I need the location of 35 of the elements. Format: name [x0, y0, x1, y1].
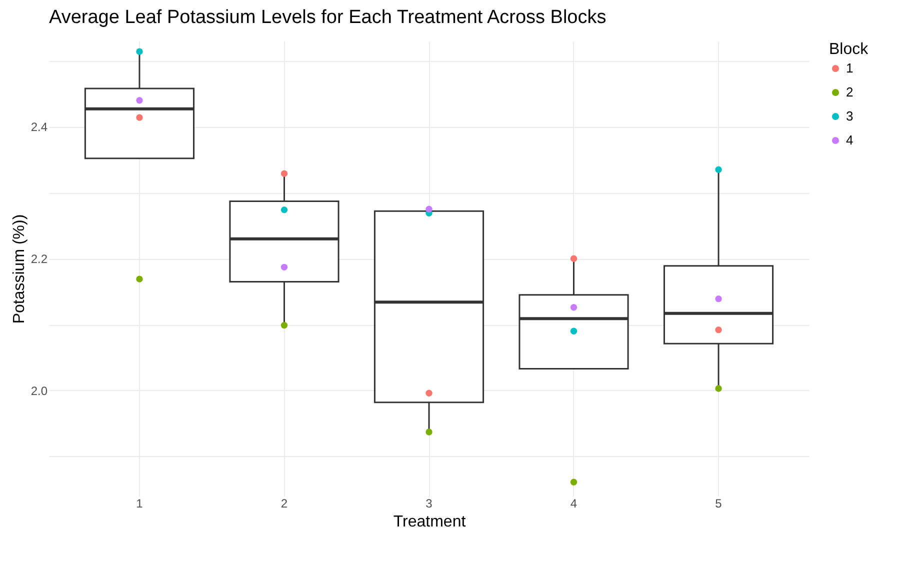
point — [136, 48, 143, 55]
legend-label: 3 — [846, 108, 854, 124]
legend-label: 2 — [846, 84, 854, 100]
point — [715, 326, 722, 334]
point — [570, 255, 578, 262]
point — [136, 114, 143, 121]
legend-label: 1 — [846, 60, 854, 76]
point — [715, 385, 722, 392]
y-tick-label: 2.4 — [30, 120, 48, 134]
point — [136, 97, 143, 104]
point — [426, 206, 432, 212]
legend-label: 4 — [846, 132, 854, 148]
x-tick-label: 3 — [426, 496, 433, 510]
point — [715, 166, 722, 173]
point — [570, 328, 578, 334]
x-tick-label: 5 — [715, 496, 722, 510]
y-tick-label: 2.0 — [30, 384, 48, 398]
y-axis-title: Potassium (%)) — [10, 214, 28, 324]
legend-title: Block — [829, 41, 870, 58]
y-tick-label: 2.2 — [30, 252, 48, 266]
point — [715, 295, 722, 302]
point — [570, 304, 578, 311]
x-axis-title: Treatment — [393, 514, 466, 530]
point — [280, 264, 288, 271]
point — [426, 390, 432, 396]
point — [280, 206, 288, 214]
point — [280, 322, 288, 329]
point — [280, 170, 288, 177]
point — [136, 276, 143, 282]
x-tick-label: 1 — [136, 496, 144, 510]
x-tick-label: 2 — [280, 496, 288, 510]
point — [426, 428, 432, 436]
chart-title: Average Leaf Potassium Levels for Each Treatment Across Blocks — [49, 7, 606, 28]
point — [570, 478, 578, 486]
x-tick-label: 4 — [570, 496, 578, 510]
